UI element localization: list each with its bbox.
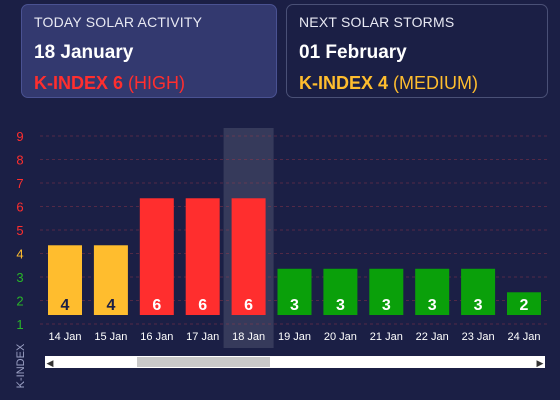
y-tick-label: 5 xyxy=(16,223,23,238)
y-tick-label: 8 xyxy=(16,153,23,168)
bar-value-label: 3 xyxy=(290,297,299,314)
x-tick-label: 19 Jan xyxy=(278,331,311,343)
x-tick-label: 24 Jan xyxy=(507,331,540,343)
bar-value-label: 3 xyxy=(428,297,437,314)
chart-scrollbar-track[interactable] xyxy=(45,356,545,368)
bar-17-jan[interactable] xyxy=(185,198,220,315)
bar-21-jan[interactable] xyxy=(369,268,404,315)
bar-18-jan[interactable] xyxy=(231,198,266,315)
y-tick-label: 9 xyxy=(16,129,23,144)
x-tick-label: 20 Jan xyxy=(324,331,357,343)
y-tick-label: 7 xyxy=(16,176,23,191)
today-k-index: K-INDEX 6 (HIGH) xyxy=(34,73,264,94)
bar-value-label: 6 xyxy=(198,297,207,314)
bar-19-jan[interactable] xyxy=(277,268,312,315)
bar-24-jan[interactable] xyxy=(507,292,541,315)
today-k-index-value: K-INDEX 6 xyxy=(34,73,124,93)
bar-value-label: 4 xyxy=(61,297,70,314)
next-k-index-value: K-INDEX 4 xyxy=(299,73,389,93)
bar-value-label: 3 xyxy=(382,297,391,314)
next-card-title: NEXT SOLAR STORMS xyxy=(299,14,455,30)
x-tick-label: 14 Jan xyxy=(48,331,81,343)
today-card-title: TODAY SOLAR ACTIVITY xyxy=(34,14,203,30)
x-tick-label: 15 Jan xyxy=(94,331,127,343)
next-storm-card: NEXT SOLAR STORMS 01 February K-INDEX 4 … xyxy=(286,4,548,98)
y-tick-label: 4 xyxy=(16,247,23,262)
bar-23-jan[interactable] xyxy=(461,268,496,315)
bar-value-label: 4 xyxy=(106,297,115,314)
today-k-index-level: (HIGH) xyxy=(128,73,186,93)
bar-20-jan[interactable] xyxy=(323,268,358,315)
y-tick-label: 1 xyxy=(16,317,23,332)
x-tick-label: 17 Jan xyxy=(186,331,219,343)
chart-scrollbar-thumb[interactable] xyxy=(137,357,270,367)
y-tick-label: 3 xyxy=(16,270,23,285)
x-tick-label: 16 Jan xyxy=(140,331,173,343)
x-tick-label: 21 Jan xyxy=(370,331,403,343)
today-date: 18 January xyxy=(34,42,134,63)
y-tick-label: 2 xyxy=(16,294,23,309)
bar-15-jan[interactable] xyxy=(93,245,128,315)
y-axis-label: K-INDEX xyxy=(15,343,27,388)
scroll-right-arrow-icon[interactable]: ▶ xyxy=(537,359,544,369)
bar-value-label: 3 xyxy=(336,297,345,314)
today-activity-card: TODAY SOLAR ACTIVITY 18 January K-INDEX … xyxy=(21,4,277,98)
bar-22-jan[interactable] xyxy=(415,268,450,315)
next-k-index: K-INDEX 4 (MEDIUM) xyxy=(299,73,535,94)
x-tick-label: 18 Jan xyxy=(232,331,265,343)
bar-16-jan[interactable] xyxy=(139,198,174,315)
x-tick-label: 22 Jan xyxy=(416,331,449,343)
bar-value-label: 6 xyxy=(152,297,161,314)
bar-14-jan[interactable] xyxy=(48,245,82,315)
next-k-index-level: (MEDIUM) xyxy=(393,73,479,93)
scroll-left-arrow-icon[interactable]: ◀ xyxy=(47,359,54,369)
y-tick-label: 6 xyxy=(16,200,23,215)
bar-value-label: 3 xyxy=(474,297,483,314)
bar-value-label: 2 xyxy=(520,297,529,314)
next-date: 01 February xyxy=(299,42,407,63)
bar-value-label: 6 xyxy=(244,297,253,314)
x-tick-label: 23 Jan xyxy=(462,331,495,343)
